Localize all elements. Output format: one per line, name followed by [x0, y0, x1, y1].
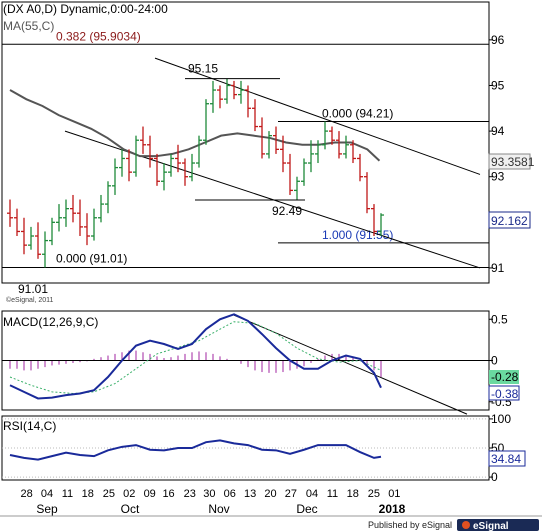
x-day-label: 23	[184, 488, 196, 500]
low-label: 92.49	[272, 204, 302, 218]
macd-tick-label: 0	[491, 354, 498, 368]
x-day-label: 13	[244, 488, 256, 500]
rsi-tick-label: 0	[491, 470, 498, 484]
ma-line	[9, 89, 381, 162]
x-day-label: 06	[224, 488, 236, 500]
macd-tick-label: 0.5	[491, 312, 508, 326]
rsi-label: RSI(14,C)	[3, 419, 56, 433]
fib-level-label: 0.382 (95.9034)	[56, 29, 141, 43]
channel-upper-line	[154, 57, 481, 175]
x-day-label: 27	[285, 488, 297, 500]
x-day-label: 25	[368, 488, 380, 500]
esignal-logo-text: eSignal	[473, 521, 509, 532]
x-day-label: 28	[21, 488, 33, 500]
last-price-value: 92.162	[491, 214, 528, 228]
rsi-tick-label: 100	[491, 412, 511, 426]
price-title: (DX A0,D) Dynamic,0:00-24:00	[3, 2, 168, 16]
rsi-value: 34.84	[491, 452, 521, 466]
x-day-label: 04	[41, 488, 53, 500]
ma-value-badge	[488, 153, 531, 170]
macd-label: MACD(12,26,9,C)	[3, 315, 98, 329]
price-tick-label: 95	[491, 78, 505, 92]
macd-value-badge	[488, 385, 520, 401]
x-day-label: 01	[388, 488, 400, 500]
esignal-logo-mark	[462, 521, 470, 529]
macd-panel: 0.50-0.5 MACD(12,26,9,C) -0.28 -0.38	[1, 310, 520, 415]
esignal-logo	[457, 519, 539, 531]
x-day-label: 20	[264, 488, 276, 500]
high-label: 95.15	[188, 62, 218, 76]
x-day-label: 18	[82, 488, 94, 500]
last-price-badge	[488, 211, 531, 229]
x-day-label: 30	[203, 488, 215, 500]
x-month-label: Sep	[36, 502, 58, 516]
ma-label: MA(55,C)	[3, 19, 54, 33]
x-day-label: 11	[327, 488, 338, 500]
x-axis: 28 04 11 18 25 02 09 16 23 30 06 13 20 27 04 11 18 25 01 Se…	[21, 488, 406, 516]
x-day-label: 02	[123, 488, 135, 500]
price-tick-label: 91	[491, 261, 505, 275]
price-plot-area	[1, 1, 490, 284]
x-day-label: 25	[103, 488, 115, 500]
price-tick-label: 93	[491, 170, 505, 184]
ma-value: 93.3581	[491, 155, 535, 169]
watermark: ©eSignal, 2011	[6, 296, 54, 304]
signal-value: -0.28	[491, 370, 519, 384]
x-month-label: 2018	[379, 502, 406, 516]
price-tick-label: 96	[491, 33, 505, 47]
price-bars	[7, 78, 384, 268]
x-day-label: 11	[62, 488, 73, 500]
footer: Published by eSignal eSignal	[0, 515, 542, 532]
price-annotations: 95.15 92.49 91.01	[18, 62, 305, 296]
macd-line	[9, 313, 382, 400]
fib-level-label: 0.000 (91.01)	[56, 251, 127, 265]
rsi-value-badge	[488, 450, 526, 467]
price-tick-label: 94	[491, 124, 505, 138]
x-day-label: 16	[162, 488, 174, 500]
low-price-label: 91.01	[18, 282, 48, 296]
fib-level-label: 1.000 (91.55)	[322, 228, 393, 242]
macd-value: -0.38	[491, 387, 519, 401]
signal-value-badge	[489, 370, 519, 384]
price-panel: 0.382 (95.9034) 0.000 (94.21) 1.000 (91.55…	[1, 1, 535, 304]
x-month-label: Dec	[296, 502, 317, 516]
rsi-line	[9, 439, 382, 461]
fib-level-label: 0.000 (94.21)	[322, 107, 393, 121]
x-day-label: 18	[347, 488, 359, 500]
x-day-label: 04	[306, 488, 318, 500]
published-by: Published by eSignal	[368, 520, 452, 530]
x-month-label: Oct	[121, 502, 140, 516]
x-day-label: 09	[144, 488, 156, 500]
rsi-grid	[2, 418, 489, 478]
x-month-label: Nov	[208, 502, 229, 516]
